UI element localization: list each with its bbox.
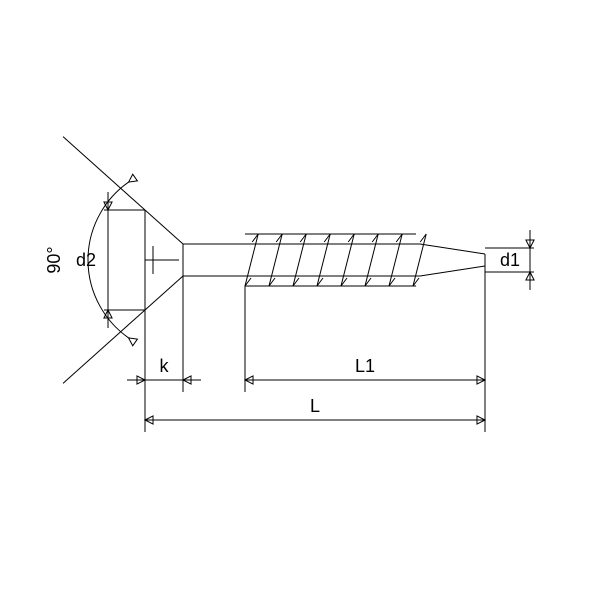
angle-label: 90° — [44, 246, 64, 273]
d2-label: d2 — [76, 250, 96, 270]
screw-dimension-diagram: 90° d2 d1 k L1 L — [0, 0, 600, 600]
k-label: k — [160, 356, 170, 376]
l1-label: L1 — [355, 356, 375, 376]
d1-label: d1 — [500, 250, 520, 270]
l-label: L — [310, 396, 320, 416]
